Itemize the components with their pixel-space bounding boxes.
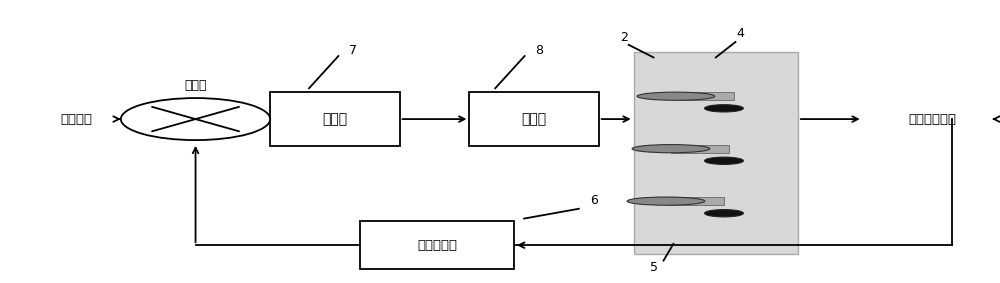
FancyBboxPatch shape [666, 197, 724, 205]
Text: 7: 7 [349, 44, 357, 57]
Text: 隔振性能参数: 隔振性能参数 [908, 113, 956, 126]
Text: 4: 4 [736, 27, 744, 40]
Text: 6: 6 [590, 194, 598, 207]
Text: 执行器: 执行器 [521, 112, 547, 126]
Ellipse shape [705, 157, 743, 164]
Ellipse shape [705, 210, 743, 217]
Text: 传感器反馈: 传感器反馈 [417, 239, 457, 252]
FancyBboxPatch shape [671, 145, 729, 153]
Bar [360, 221, 514, 269]
Text: 5: 5 [650, 261, 658, 274]
Bar [634, 52, 798, 254]
FancyBboxPatch shape [676, 92, 734, 100]
Text: 2: 2 [620, 31, 628, 44]
Text: 比较器: 比较器 [184, 79, 207, 92]
Ellipse shape [632, 145, 710, 153]
Text: 给定指标: 给定指标 [60, 113, 92, 126]
Ellipse shape [627, 197, 705, 205]
Ellipse shape [705, 105, 743, 112]
Bar [469, 93, 599, 146]
Text: 8: 8 [536, 44, 544, 57]
Bar [270, 93, 400, 146]
Text: 控制器: 控制器 [322, 112, 347, 126]
Ellipse shape [637, 92, 715, 100]
